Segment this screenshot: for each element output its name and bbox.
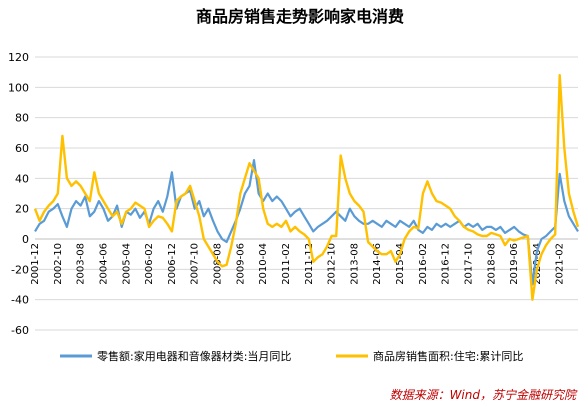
x-tick-label: 2012-10 — [327, 243, 338, 285]
x-tick-label: 2016-12 — [441, 243, 452, 285]
grid-lines — [35, 56, 578, 331]
x-tick-label: 2011-02 — [281, 243, 292, 285]
y-tick-label: 60 — [15, 142, 29, 155]
x-tick-label: 2013-08 — [349, 243, 360, 285]
x-tick-label: 2004-06 — [98, 243, 109, 285]
x-tick-label: 2007-10 — [190, 243, 201, 285]
legend-label-housing: 商品房销售面积:住宅:累计同比 — [373, 349, 523, 363]
y-axis-tick-labels: -60 -40 -20 0 20 40 60 80 100 120 — [8, 51, 29, 337]
legend-label-retail: 零售额:家用电器和音像器材类:当月同比 — [97, 349, 291, 363]
series-line-1 — [33, 74, 580, 301]
y-tick-label: -20 — [11, 263, 29, 276]
x-tick-label: 2010-04 — [258, 243, 269, 285]
x-tick-label: 2011-12 — [304, 243, 315, 285]
x-tick-label: 2015-04 — [395, 243, 406, 285]
x-tick-label: 2014-06 — [372, 243, 383, 285]
x-tick-label: 2005-04 — [121, 243, 132, 285]
y-tick-label: 100 — [8, 81, 29, 94]
x-tick-label: 2006-12 — [167, 243, 178, 285]
x-tick-label: 2006-02 — [144, 243, 155, 285]
y-tick-label: -40 — [11, 294, 29, 307]
chart-title: 商品房销售走势影响家电消费 — [196, 7, 404, 26]
y-tick-label: 80 — [15, 112, 29, 125]
y-tick-label: 0 — [22, 233, 29, 246]
x-axis-tick-labels: 2001-12 2002-10 2003-08 2004-06 2005-04 2006-… — [30, 243, 566, 285]
x-tick-label: 2017-10 — [463, 243, 474, 285]
x-tick-label: 2019-06 — [509, 243, 520, 285]
x-tick-label: 2003-08 — [76, 243, 87, 285]
x-tick-label: 2001-12 — [30, 243, 41, 285]
series-lines — [33, 74, 580, 301]
y-tick-label: -60 — [11, 324, 29, 337]
x-tick-label: 2002-10 — [53, 243, 64, 285]
y-tick-label: 20 — [15, 203, 29, 216]
x-tick-label: 2009-06 — [235, 243, 246, 285]
y-tick-label: 120 — [8, 51, 29, 64]
x-tick-label: 2021-02 — [555, 243, 566, 285]
source-note: 数据来源：Wind，苏宁金融研究院 — [390, 388, 578, 402]
x-tick-label: 2018-08 — [486, 243, 497, 285]
y-tick-label: 40 — [15, 172, 29, 185]
x-tick-label: 2016-02 — [418, 243, 429, 285]
legend: 零售额:家用电器和音像器材类:当月同比 商品房销售面积:住宅:累计同比 — [60, 349, 523, 363]
